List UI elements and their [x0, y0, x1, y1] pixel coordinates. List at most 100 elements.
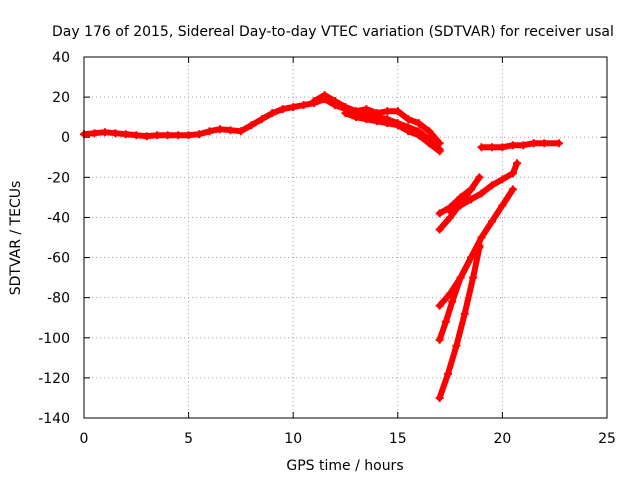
x-axis-label: GPS time / hours [286, 458, 403, 474]
series-arc-5 [436, 242, 483, 343]
data-point [351, 113, 360, 122]
data-point [268, 109, 277, 118]
data-point [508, 185, 517, 194]
data-point [184, 131, 193, 140]
x-tick-label: 20 [493, 431, 511, 447]
grid [84, 57, 607, 418]
data-point [383, 119, 392, 128]
data-point [487, 181, 496, 190]
data-point [247, 121, 256, 130]
data-point [425, 139, 434, 148]
series-late-trace-markers [477, 139, 563, 152]
data-point [226, 126, 235, 135]
data-point [498, 143, 507, 152]
data-point [446, 207, 455, 216]
data-point [441, 317, 450, 326]
data-point [487, 217, 496, 226]
data-point [174, 131, 183, 140]
data-point [477, 143, 486, 152]
data-point [425, 127, 434, 136]
series-arc-6-markers [435, 243, 484, 402]
data-point [205, 127, 214, 136]
data-point [456, 201, 465, 210]
data-point [456, 273, 465, 282]
data-point [467, 195, 476, 204]
y-tick-label: 40 [52, 50, 70, 66]
data-point [498, 201, 507, 210]
data-point [513, 159, 522, 168]
data-point [372, 109, 381, 118]
data-point [289, 103, 298, 112]
y-tick-label: 20 [52, 90, 70, 106]
chart-title: Day 176 of 2015, Sidereal Day-to-day VTE… [52, 24, 614, 40]
data-point [195, 130, 204, 139]
data-point [163, 131, 172, 140]
data-point [475, 173, 484, 182]
data-point [529, 139, 538, 148]
data-point [111, 129, 120, 138]
y-tick-label: -120 [38, 371, 70, 387]
data-point [475, 243, 484, 252]
y-tick-label: 0 [61, 130, 70, 146]
data-point [90, 129, 99, 138]
data-point [320, 91, 329, 100]
x-tick-label: 5 [184, 431, 193, 447]
data-point [477, 189, 486, 198]
x-tick-label: 0 [80, 431, 89, 447]
data-point [540, 139, 549, 148]
series-arc-3-markers [446, 159, 522, 216]
y-axis-label: SDTVAR / TECUs [8, 181, 24, 296]
y-tick-label: -20 [47, 170, 70, 186]
data-point [383, 107, 392, 116]
data-point [341, 109, 350, 118]
data-point [435, 225, 444, 234]
data-point [278, 105, 287, 114]
y-tick-label: -40 [47, 210, 70, 226]
data-point [236, 127, 245, 136]
series-main-trace-lower-markers [341, 109, 444, 156]
data-point [435, 147, 444, 156]
data-point [469, 273, 478, 282]
data-point [452, 341, 461, 350]
data-point [477, 233, 486, 242]
data-point [362, 115, 371, 124]
data-point [435, 393, 444, 402]
data-point [142, 132, 151, 141]
x-tick-label: 15 [389, 431, 407, 447]
plot-frame [83, 56, 608, 419]
data-point [435, 335, 444, 344]
series-main-trace-upper-markers [310, 91, 444, 148]
data-point [444, 369, 453, 378]
y-tick-label: -80 [47, 291, 70, 307]
data-point [215, 125, 224, 134]
plot-area [80, 91, 563, 402]
data-point [467, 253, 476, 262]
data-point [362, 105, 371, 114]
data-point [257, 115, 266, 124]
data-point [414, 119, 423, 128]
data-point [435, 139, 444, 148]
data-point [460, 309, 469, 318]
data-point [121, 130, 130, 139]
data-point [393, 107, 402, 116]
data-point [310, 97, 319, 106]
data-point [508, 169, 517, 178]
data-point [554, 139, 563, 148]
axis-ticks: 0 5 10 15 20 25 40 20 0 -20 -40 -60 -80 -100 -120 -140 [38, 50, 616, 447]
data-point [331, 97, 340, 106]
y-tick-label: -140 [38, 411, 70, 427]
x-tick-label: 10 [284, 431, 302, 447]
data-point [467, 185, 476, 194]
data-point [100, 128, 109, 137]
data-point [435, 209, 444, 218]
series-arc-6 [436, 244, 483, 401]
data-point [435, 301, 444, 310]
data-point [404, 115, 413, 124]
data-point [448, 297, 457, 306]
data-point [132, 131, 141, 140]
data-point [153, 131, 162, 140]
data-point [404, 127, 413, 136]
data-point [487, 143, 496, 152]
data-point [498, 175, 507, 184]
